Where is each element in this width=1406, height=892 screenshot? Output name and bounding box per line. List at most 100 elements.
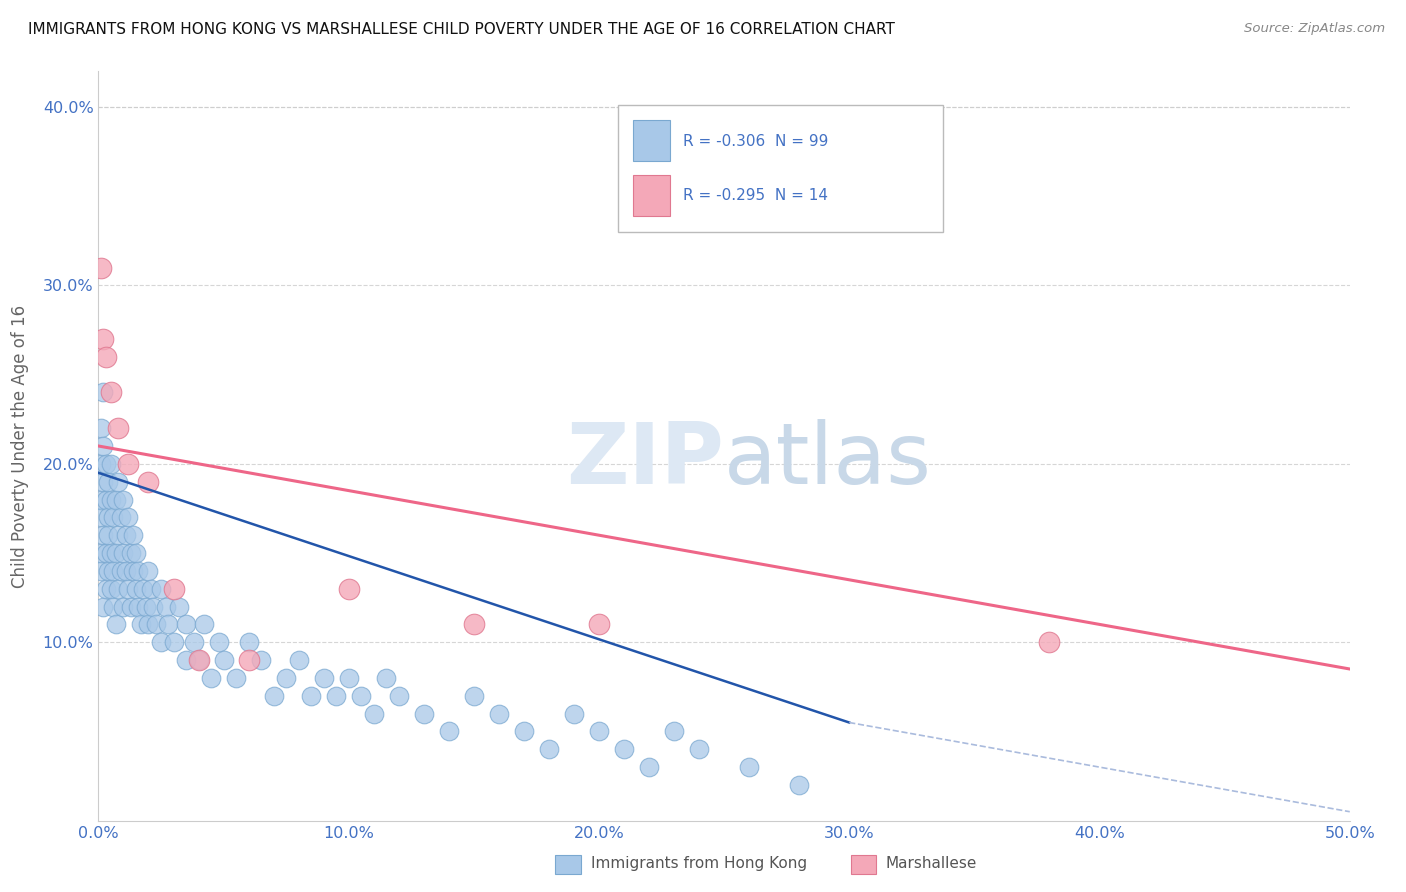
Point <box>93 528 115 542</box>
Point <box>263 689 285 703</box>
Point <box>107 421 129 435</box>
Point <box>90 510 112 524</box>
Text: ZIP: ZIP <box>567 419 724 502</box>
Point <box>207 635 229 649</box>
Point <box>120 546 142 560</box>
Point <box>274 671 298 685</box>
Point <box>104 492 127 507</box>
Point <box>112 599 135 614</box>
Point <box>90 546 112 560</box>
Point <box>638 760 661 774</box>
Point <box>562 706 585 721</box>
Point <box>129 617 152 632</box>
Point <box>238 635 260 649</box>
Point <box>112 492 135 507</box>
Point <box>90 492 112 507</box>
Point <box>287 653 309 667</box>
Point <box>112 546 135 560</box>
Point <box>127 564 149 578</box>
Point <box>97 564 120 578</box>
Point <box>157 617 180 632</box>
Point <box>125 546 148 560</box>
Point <box>463 689 485 703</box>
Point <box>122 528 145 542</box>
Point <box>127 599 149 614</box>
Point <box>388 689 411 703</box>
Point <box>94 492 117 507</box>
Point <box>100 546 122 560</box>
Point <box>94 546 117 560</box>
Point <box>110 564 132 578</box>
Point <box>337 671 360 685</box>
Point <box>117 457 139 471</box>
Point <box>90 564 112 578</box>
Point <box>94 457 117 471</box>
Y-axis label: Child Poverty Under the Age of 16: Child Poverty Under the Age of 16 <box>11 304 28 588</box>
Point <box>100 385 122 400</box>
Point <box>193 617 215 632</box>
Point <box>488 706 510 721</box>
Text: Source: ZipAtlas.com: Source: ZipAtlas.com <box>1244 22 1385 36</box>
Point <box>103 564 125 578</box>
Point <box>187 653 209 667</box>
Point <box>150 582 173 596</box>
Point <box>537 742 560 756</box>
Point <box>117 510 139 524</box>
Point <box>94 350 117 364</box>
Point <box>138 617 160 632</box>
Point <box>117 582 139 596</box>
Point <box>125 582 148 596</box>
Point <box>513 724 536 739</box>
Point <box>122 564 145 578</box>
Point <box>212 653 235 667</box>
Point <box>412 706 434 721</box>
Bar <box>633 120 671 161</box>
Point <box>97 510 120 524</box>
Point <box>100 492 122 507</box>
Point <box>97 475 120 489</box>
Point <box>787 778 810 792</box>
Point <box>337 582 360 596</box>
Point <box>738 760 761 774</box>
Point <box>97 528 120 542</box>
Point <box>238 653 260 667</box>
Point <box>463 617 485 632</box>
Point <box>94 582 117 596</box>
Text: R = -0.295  N = 14: R = -0.295 N = 14 <box>683 188 828 203</box>
Point <box>104 546 127 560</box>
Point <box>325 689 347 703</box>
Point <box>225 671 247 685</box>
Point <box>90 421 112 435</box>
Point <box>350 689 373 703</box>
Point <box>142 599 165 614</box>
Text: atlas: atlas <box>724 419 932 502</box>
Point <box>100 582 122 596</box>
Point <box>662 724 685 739</box>
Point <box>150 635 173 649</box>
Point <box>363 706 385 721</box>
Point <box>107 582 129 596</box>
Point <box>155 599 177 614</box>
Point <box>90 260 112 275</box>
Point <box>312 671 335 685</box>
Point <box>174 617 197 632</box>
Point <box>107 475 129 489</box>
Text: Marshallese: Marshallese <box>886 856 977 871</box>
Point <box>138 564 160 578</box>
Point <box>299 689 322 703</box>
Point <box>145 617 167 632</box>
Point <box>93 385 115 400</box>
Point <box>183 635 205 649</box>
Point <box>162 635 184 649</box>
Text: IMMIGRANTS FROM HONG KONG VS MARSHALLESE CHILD POVERTY UNDER THE AGE OF 16 CORRE: IMMIGRANTS FROM HONG KONG VS MARSHALLESE… <box>28 22 896 37</box>
Bar <box>633 175 671 216</box>
Text: Immigrants from Hong Kong: Immigrants from Hong Kong <box>591 856 807 871</box>
Point <box>375 671 398 685</box>
FancyBboxPatch shape <box>617 105 943 233</box>
Point <box>200 671 222 685</box>
Point <box>104 617 127 632</box>
Point <box>115 564 138 578</box>
Point <box>120 599 142 614</box>
Point <box>588 617 610 632</box>
Point <box>132 582 155 596</box>
